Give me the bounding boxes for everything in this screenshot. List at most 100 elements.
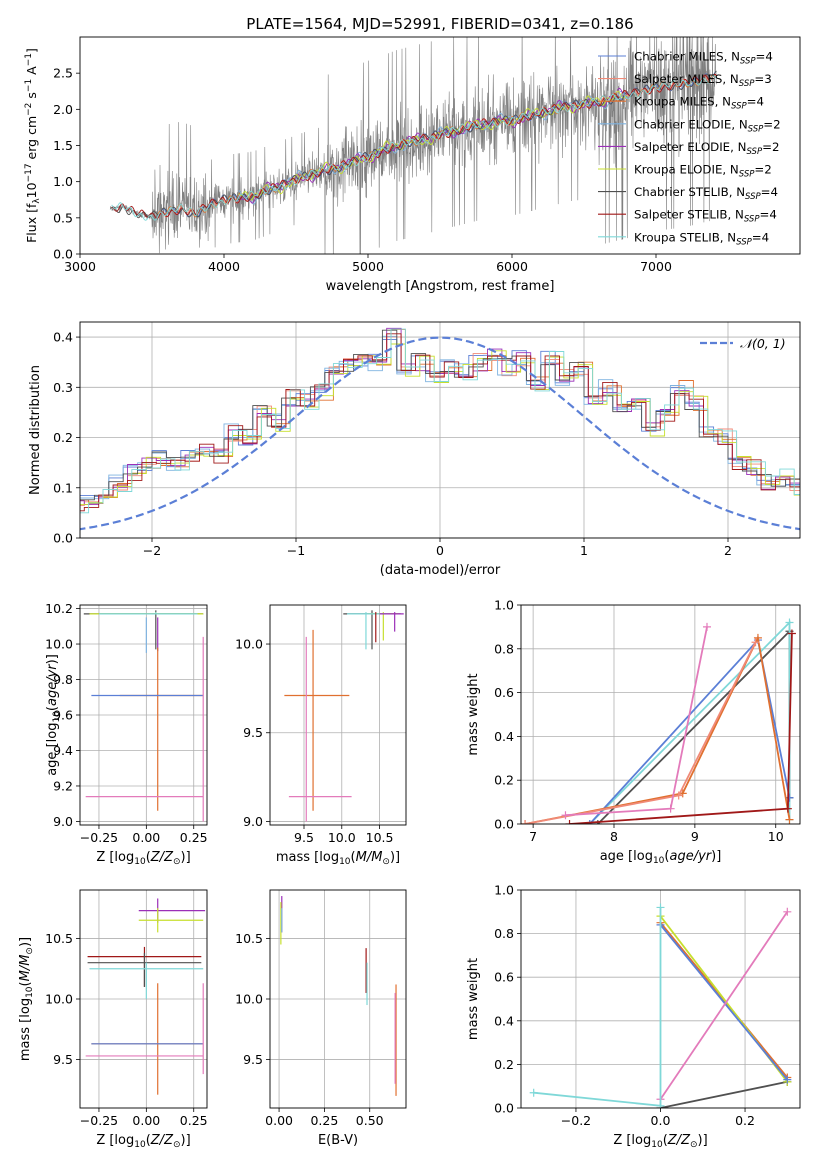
spectrum-axes: 3000 4000 5000 6000 7000 0.0 0.5 1.0 1.5 2.0 2.5 wa… <box>24 36 801 294</box>
legend-entry: Kroupa MILES, NSSP=4 <box>634 95 764 112</box>
spectrum-ytick-label: 0.0 <box>53 247 73 262</box>
age_vs_Z-axes: −0.25 0.00 0.25 9.0 9.2 9.4 9.6 9.8 10.0 10.2 Z [l… <box>45 601 208 867</box>
massweight_vs_age-xlabel: age [log10(age/yr)] <box>600 849 722 866</box>
mw-Z-line-0 <box>660 1080 788 1108</box>
mw-age-marker <box>674 791 683 800</box>
massweight_vs_age-xtick-label: 9 <box>691 829 699 844</box>
massweight_vs_age-ytick-label: 0.4 <box>494 729 514 744</box>
spectrum-xtick-label: 4000 <box>208 259 240 274</box>
mw-age-marker <box>565 820 574 824</box>
legend-entry: Salpeter MILES, NSSP=3 <box>634 72 772 89</box>
residuals-ytick-label: 0.3 <box>53 380 73 395</box>
legend-entry: Chabrier STELIB, NSSP=4 <box>634 185 778 202</box>
residuals-ytick-label: 0.0 <box>53 531 73 546</box>
residual-histogram-8 <box>80 328 800 514</box>
massweight_vs_age-axes: 7 8 9 10 0.0 0.2 0.4 0.6 0.8 1.0 age [log10(age/yr… <box>466 598 801 866</box>
residuals-frame <box>79 321 801 539</box>
spectrum-xtick-label: 7000 <box>640 259 672 274</box>
mw-age-marker <box>783 804 792 813</box>
mass_vs_EBV-plot <box>270 890 406 1108</box>
mass_vs_Z-xtick-label: 0.00 <box>132 1113 160 1128</box>
massweight_vs_age-ytick-label: 0.8 <box>494 641 514 656</box>
age-Z-ylabel: age [log10(age/yr)] <box>45 654 62 776</box>
massweight_vs_Z-ytick-label: 0.6 <box>494 970 514 985</box>
residuals-plot <box>80 322 800 538</box>
mass_vs_Z-plot <box>80 890 207 1108</box>
age_vs_Z-xtick-label: −0.25 <box>80 830 118 845</box>
mw-age-line-3 <box>524 634 791 824</box>
age_vs_mass-plot <box>270 605 406 825</box>
figure-title: PLATE=1564, MJD=52991, FIBERID=0341, z=0… <box>246 15 633 33</box>
legend-entry: Chabrier ELODIE, NSSP=2 <box>634 117 781 134</box>
legend-entry: Salpeter STELIB, NSSP=4 <box>634 208 777 225</box>
spectrum-frame <box>79 36 801 255</box>
massweight_vs_age-xtick-label: 10 <box>768 829 784 844</box>
age_vs_mass-xtick-label: 10.5 <box>366 830 394 845</box>
mass_vs_Z-ytick-label: 9.5 <box>53 1052 73 1067</box>
mass_vs_Z-ytick-label: 10.0 <box>45 992 73 1007</box>
mw-age-marker <box>703 622 711 631</box>
mass_vs_Z-xtick-label: 0.25 <box>180 1113 208 1128</box>
residuals-ytick-label: 0.2 <box>53 430 73 445</box>
normal-legend-label: 𝒩(0, 1) <box>740 336 786 351</box>
spectrum-ytick-label: 1.5 <box>53 138 73 153</box>
mass_vs_EBV-xtick-label: 0.50 <box>356 1113 384 1128</box>
massweight_vs_age-ytick-label: 0.6 <box>494 685 514 700</box>
massweight_vs_age-xtick-label: 7 <box>529 829 537 844</box>
mw-Z-line-5 <box>533 907 662 1107</box>
age_vs_mass-ytick-label: 9.5 <box>243 725 263 740</box>
mass_vs_Z-xlabel: Z [log10(Z/Z⊙)] <box>96 1133 190 1150</box>
mw-age-marker <box>785 618 794 627</box>
mw-age-marker <box>751 638 760 647</box>
age_vs_mass-ytick-label: 9.0 <box>243 814 263 829</box>
massweight_vs_Z-xtick-label: −0.2 <box>561 1113 591 1128</box>
spectrum-ytick-label: 2.0 <box>53 102 73 117</box>
age_vs_Z-ytick-label: 9.0 <box>53 814 73 829</box>
residual-histogram-2 <box>80 328 800 505</box>
mw-age-marker <box>666 804 675 813</box>
legend-entry: Salpeter ELODIE, NSSP=2 <box>634 140 779 157</box>
spectrum-data-line <box>109 37 717 254</box>
mw-age-marker <box>785 815 794 824</box>
massweight_vs_Z-plot <box>521 890 800 1108</box>
mass-Z-ylabel: mass [log10(M/M⊙)] <box>18 937 35 1061</box>
mass_vs_Z-frame <box>79 889 208 1109</box>
mass_vs_EBV-xlabel: E(B-V) <box>318 1133 358 1148</box>
age_vs_mass-xtick-label: 9.5 <box>294 830 314 845</box>
massweight_vs_Z-frame <box>520 889 801 1109</box>
massweight_vs_Z-ytick-label: 1.0 <box>494 883 514 898</box>
spectrum-xlabel: wavelength [Angstrom, rest frame] <box>326 279 555 294</box>
massweight_vs_Z-axes: −0.2 0.0 0.2 0.0 0.2 0.4 0.6 0.8 1.0 Z [log10(Z/Z… <box>466 883 801 1150</box>
spectrum-xtick-label: 5000 <box>352 259 384 274</box>
mass_vs_EBV-ytick-label: 10.5 <box>235 931 263 946</box>
mw-age-ylabel: mass weight <box>466 673 481 755</box>
mw-Z-marker <box>783 907 792 916</box>
mw-Z-marker <box>656 1101 665 1108</box>
age_vs_Z-ytick-label: 9.4 <box>53 743 73 758</box>
mass_vs_EBV-axes: 0.00 0.25 0.50 9.5 10.0 10.5 E(B-V) <box>235 889 407 1148</box>
spectrum-model-line <box>111 73 717 219</box>
residual-histogram-0 <box>80 338 800 509</box>
mw-age-marker <box>753 633 762 642</box>
massweight_vs_age-frame <box>520 604 801 825</box>
massweight_vs_Z-ytick-label: 0.2 <box>494 1057 514 1072</box>
age_vs_Z-ytick-label: 9.2 <box>53 778 73 793</box>
residuals-xlabel: (data-model)/error <box>380 563 501 578</box>
age_vs_Z-ytick-label: 10.2 <box>45 601 73 616</box>
mass_vs_EBV-ytick-label: 10.0 <box>235 992 263 1007</box>
chart-layer: 3000 4000 5000 6000 7000 0.0 0.5 1.0 1.5 2.0 2.5 wa… <box>18 36 801 1150</box>
spectrum-xtick-label: 3000 <box>64 259 96 274</box>
mw-Z-line-4 <box>659 911 789 1100</box>
residuals-axes: −2 −1 0 1 2 0.0 0.1 0.2 0.3 0.4 (data-model)/error… <box>28 321 801 578</box>
residuals-xtick-label: −1 <box>287 543 305 558</box>
massweight_vs_Z-ytick-label: 0.8 <box>494 926 514 941</box>
age_vs_Z-xtick-label: 0.00 <box>132 830 160 845</box>
mw-age-marker <box>561 811 570 820</box>
residuals-xtick-label: 1 <box>580 543 588 558</box>
massweight_vs_Z-ytick-label: 0.4 <box>494 1013 514 1028</box>
age_vs_mass-frame <box>269 604 407 826</box>
massweight_vs_age-xtick-label: 8 <box>610 829 618 844</box>
residuals-ytick-label: 0.1 <box>53 480 73 495</box>
legend-entry: Kroupa STELIB, NSSP=4 <box>634 230 769 247</box>
